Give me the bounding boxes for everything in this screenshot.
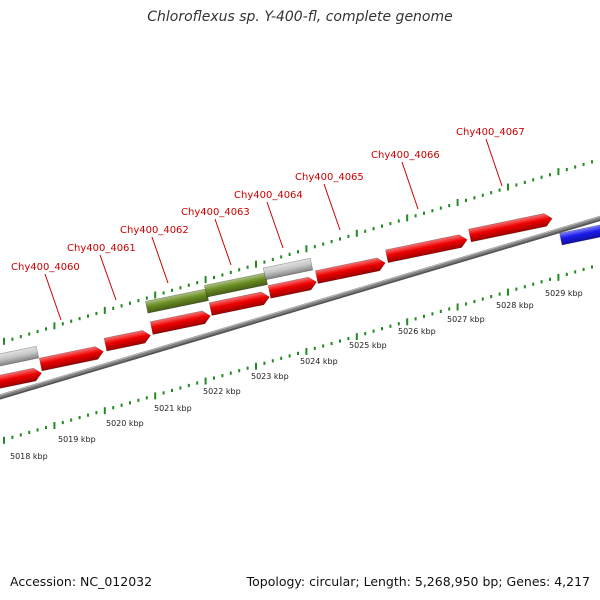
- cds-arrow: [315, 257, 386, 284]
- kbp-label: 5024 kbp: [300, 357, 338, 366]
- gene-leader-line: [99, 254, 117, 301]
- cds-arrow: [208, 291, 270, 316]
- map-title: Chloroflexus sp. Y-400-fl, complete geno…: [147, 9, 453, 25]
- gene-label: Chy400_4061: [67, 243, 136, 254]
- cds-arrow: [267, 276, 317, 299]
- cds-arrow: [103, 330, 151, 352]
- cds-arrow: [0, 367, 42, 390]
- gene-label: Chy400_4062: [120, 225, 189, 236]
- gene-label: Chy400_4066: [371, 150, 440, 161]
- outer-tick-track: [3, 160, 593, 345]
- kbp-label: 5022 kbp: [203, 387, 241, 396]
- gene-leader-line: [151, 236, 169, 284]
- gene-label-layer: Chy400_4060 Chy400_4061 Chy400_4062 Chy400_…: [11, 127, 525, 321]
- gene-label: Chy400_4067: [456, 127, 525, 138]
- kbp-label: 5029 kbp: [545, 289, 583, 298]
- inner-tick-track: [3, 265, 593, 444]
- gene-leader-line: [401, 161, 419, 210]
- kbp-label: 5027 kbp: [447, 315, 485, 324]
- gene-label: Chy400_4064: [234, 190, 303, 201]
- gene-leader-line: [485, 138, 503, 187]
- kbp-label: 5025 kbp: [349, 341, 387, 350]
- cds-arrow: [38, 346, 104, 372]
- kbp-label-layer: 5018 kbp 5019 kbp 5020 kbp 5021 kbp 5022 kbp…: [10, 289, 583, 461]
- grey-feature-box: [262, 257, 314, 281]
- gene-leader-line: [323, 183, 341, 231]
- cds-arrow: [468, 213, 553, 243]
- gene-label: Chy400_4065: [295, 172, 364, 183]
- accession-text: Accession: NC_012032: [10, 574, 153, 589]
- genome-backbone: [0, 215, 600, 400]
- cds-arrow: [149, 310, 211, 335]
- kbp-label: 5028 kbp: [496, 301, 534, 310]
- green-feature-box: [204, 272, 268, 298]
- green-feature-box: [145, 288, 209, 314]
- kbp-label: 5020 kbp: [106, 419, 144, 428]
- grey-feature-box: [0, 345, 40, 369]
- kbp-label: 5018 kbp: [10, 452, 48, 461]
- gene-leader-line: [44, 273, 62, 321]
- cds-arrow: [385, 234, 468, 264]
- kbp-label: 5021 kbp: [154, 404, 192, 413]
- blue-feature-arrow: [559, 218, 600, 246]
- gene-leader-line: [214, 218, 232, 266]
- gene-label: Chy400_4060: [11, 262, 80, 273]
- topology-summary: Topology: circular; Length: 5,268,950 bp…: [246, 574, 590, 589]
- feature-track: [0, 213, 600, 390]
- gene-leader-line: [266, 201, 284, 249]
- kbp-label: 5026 kbp: [398, 327, 436, 336]
- gene-label: Chy400_4063: [181, 207, 250, 218]
- kbp-label: 5019 kbp: [58, 435, 96, 444]
- kbp-label: 5023 kbp: [251, 372, 289, 381]
